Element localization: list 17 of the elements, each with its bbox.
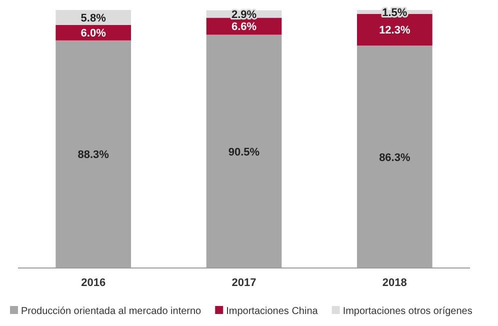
data-label: 6.0% [80,28,106,40]
data-label: 88.3% [78,149,110,162]
bar [56,40,131,268]
data-label: 12.3% [379,24,410,37]
data-label: 2.9% [231,8,257,21]
data-label: 90.5% [228,146,260,158]
legend-label: Importaciones China [226,306,318,317]
x-tick-label: 2017 [232,276,256,289]
x-tick-label: 2018 [382,276,407,289]
data-label: 6.6% [231,21,257,34]
legend-label: Importaciones otros orígenes [342,306,472,317]
legend-label: Producción orientada al mercado interno [21,306,202,317]
bar [206,34,282,268]
x-tick-label: 2016 [81,276,106,289]
bar [357,46,432,268]
data-label: 86.3% [379,152,410,164]
data-label: 5.8% [80,12,106,24]
